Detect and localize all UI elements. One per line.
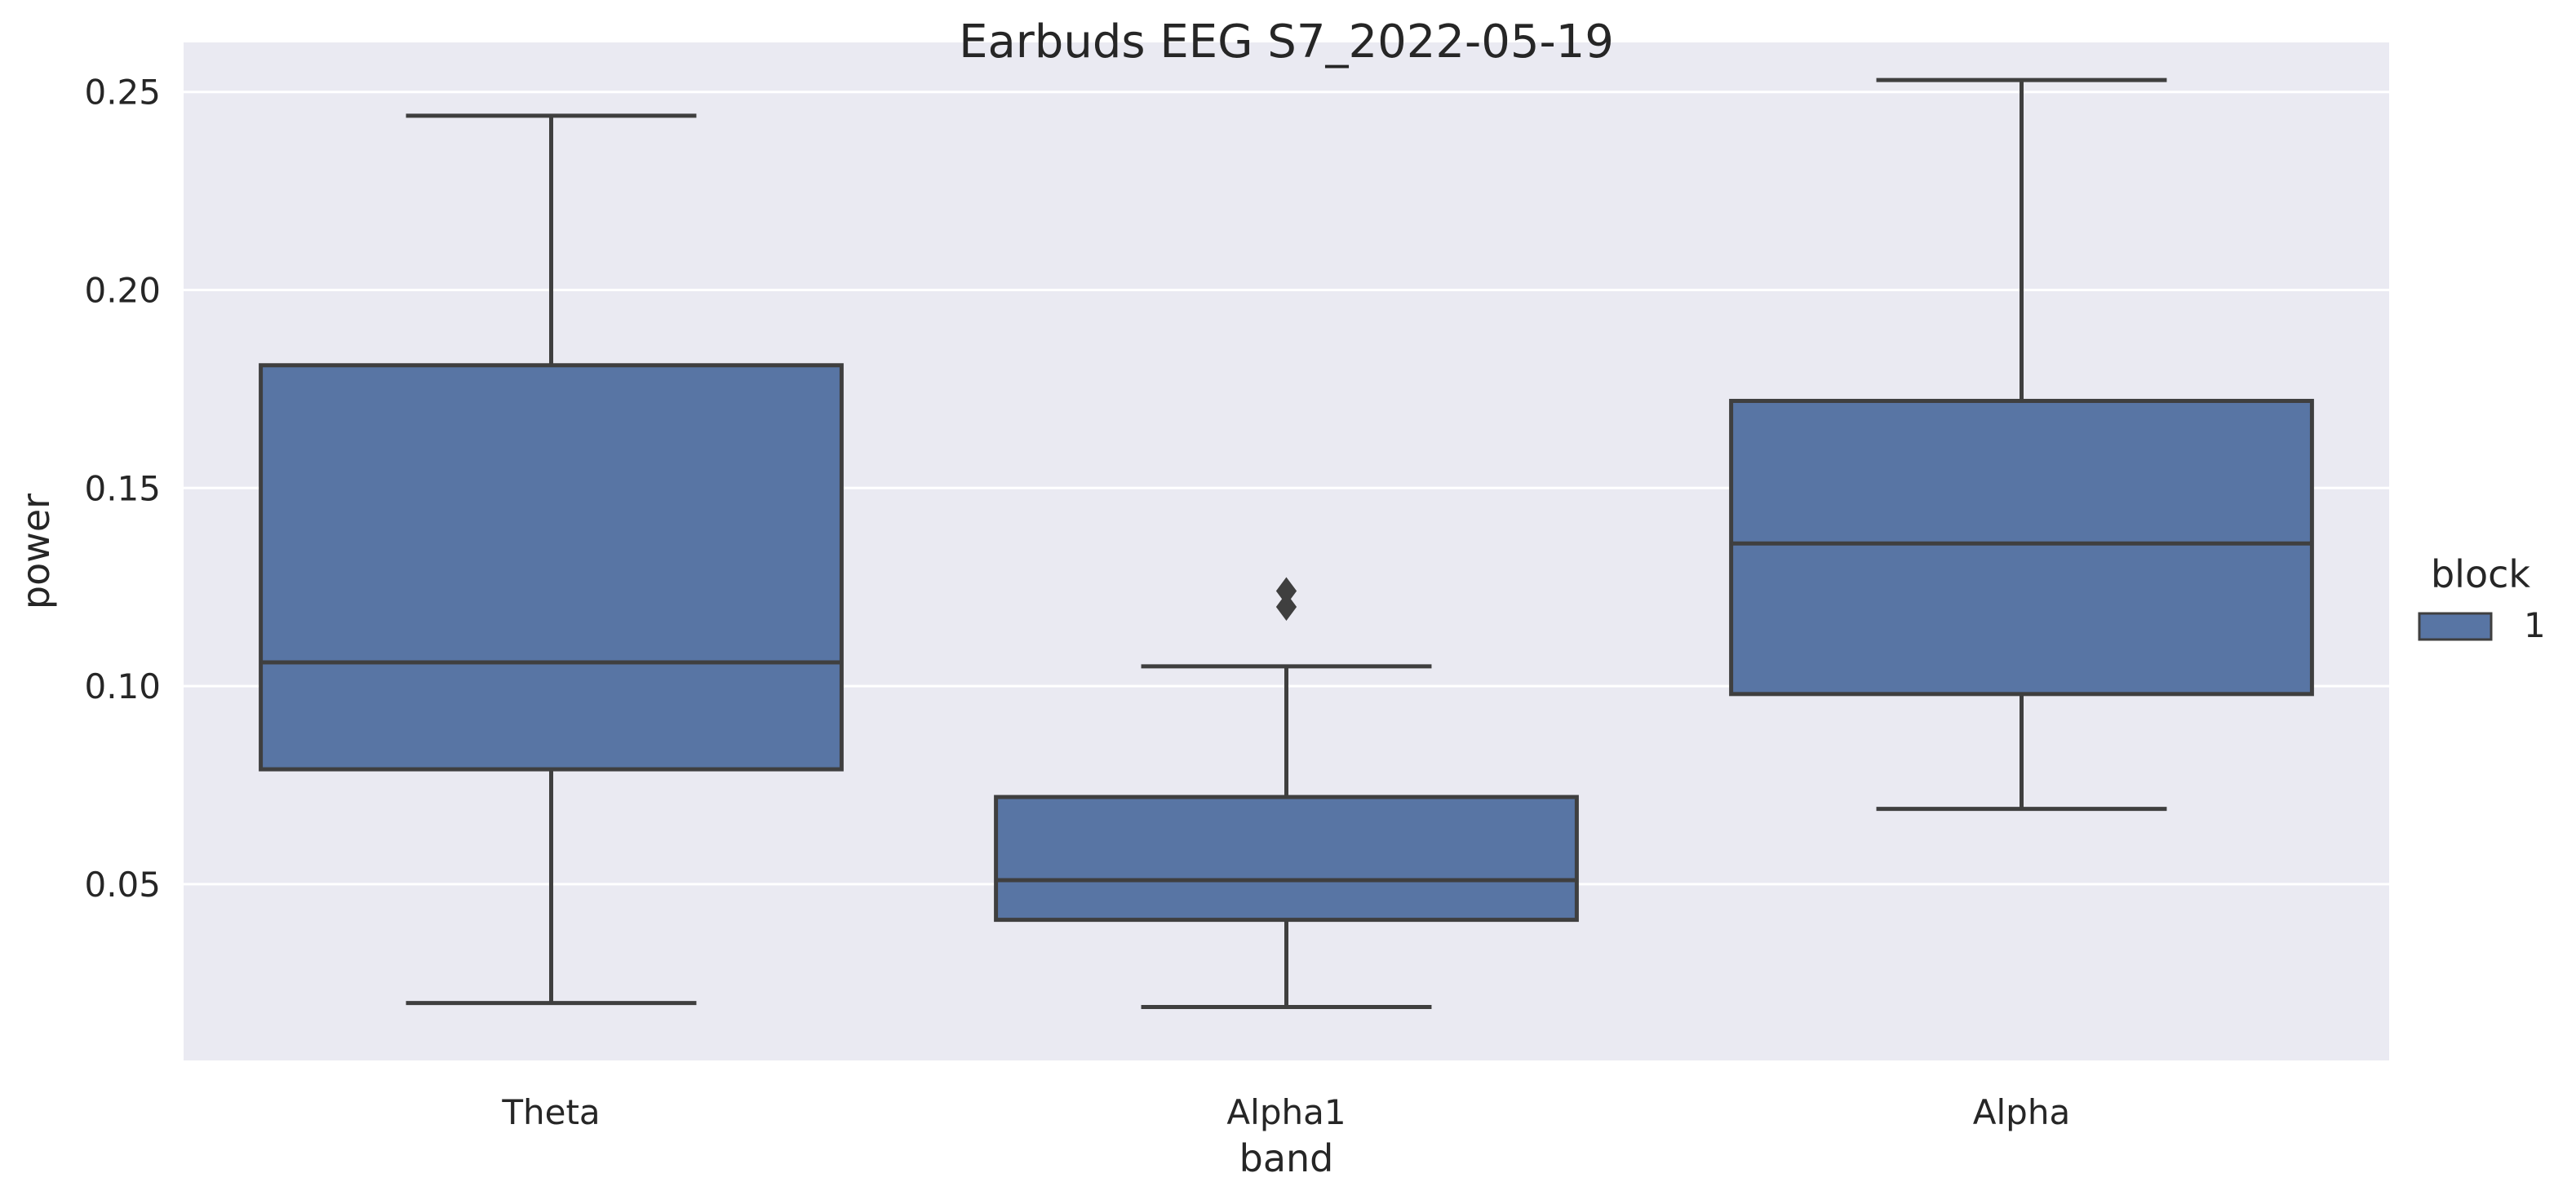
y-tick-label: 0.10 (84, 666, 161, 706)
chart-title: Earbuds EEG S7_2022-05-19 (959, 15, 1614, 69)
y-axis-label: power (14, 494, 58, 609)
outlier-point (1275, 592, 1297, 622)
x-tick-label: Alpha1 (1226, 1092, 1346, 1132)
y-tick-label: 0.20 (84, 271, 161, 311)
outlier-point (1275, 577, 1297, 605)
legend-title: block (2431, 552, 2530, 596)
x-axis-label: band (1239, 1136, 1334, 1180)
legend-entries: 1 (2418, 605, 2546, 645)
box-iqr (1729, 398, 2314, 697)
x-axis-ticks: Theta Alpha1 Alpha (501, 1092, 2070, 1132)
legend-label: 1 (2524, 605, 2546, 645)
boxes (259, 77, 2314, 1009)
box-iqr (994, 795, 1579, 923)
y-axis-ticks: 0.05 0.10 0.15 0.20 0.25 (84, 73, 161, 905)
y-tick-label: 0.25 (84, 73, 161, 113)
x-tick-label: Alpha (1973, 1092, 2070, 1132)
box-theta (259, 113, 844, 1006)
box-alpha (1729, 77, 2314, 812)
y-tick-label: 0.15 (84, 468, 161, 508)
box-iqr (259, 363, 844, 772)
x-tick-label: Theta (501, 1092, 600, 1132)
box-alpha1 (994, 577, 1579, 1009)
legend-swatch (2418, 612, 2493, 641)
legend: block 1 (2418, 552, 2546, 645)
y-tick-label: 0.05 (84, 865, 161, 905)
